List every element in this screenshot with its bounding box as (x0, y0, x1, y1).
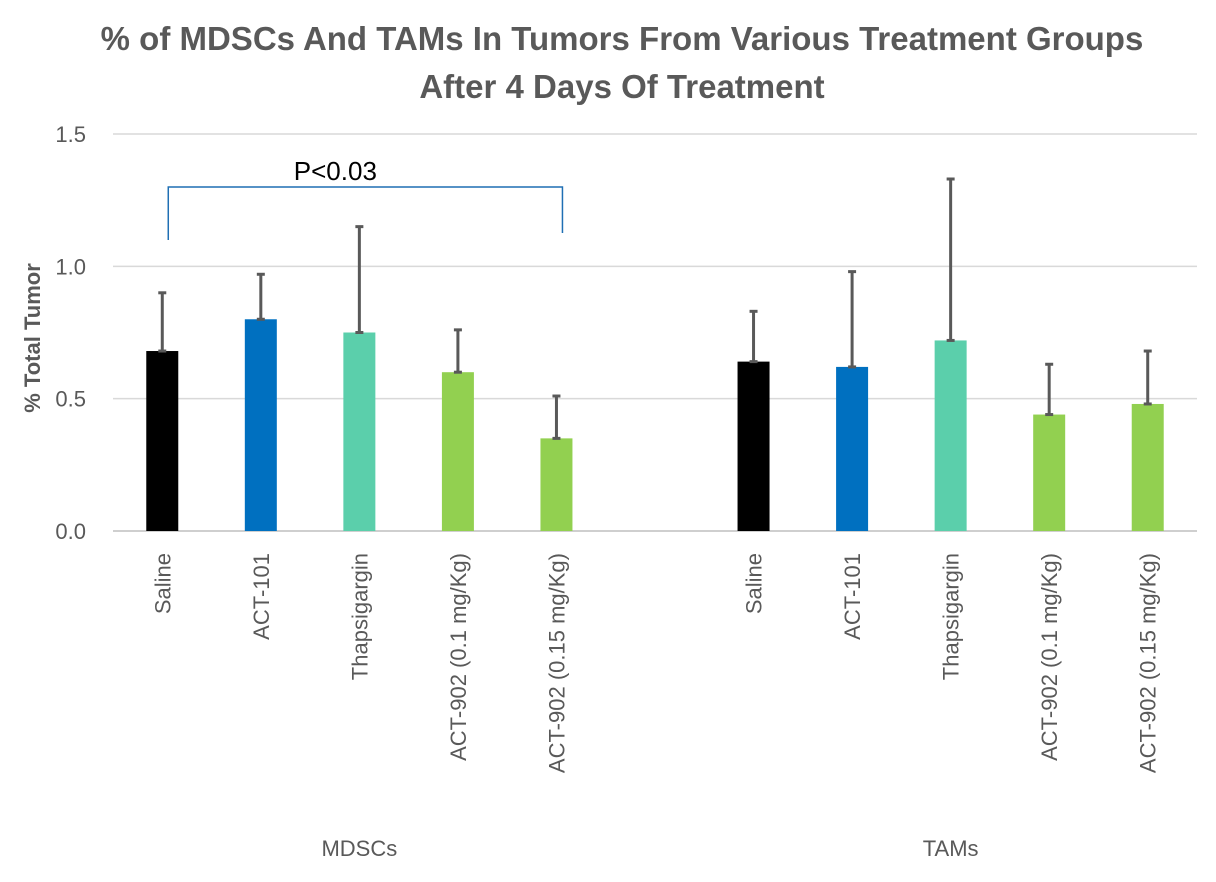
bars (146, 319, 1164, 531)
chart-title-line-1: % of MDSCs And TAMs In Tumors From Vario… (101, 20, 1144, 57)
y-axis-label: % Total Tumor (20, 263, 45, 413)
category-label: ACT-902 (0.15 mg/Kg) (544, 553, 569, 773)
error-bar (355, 225, 364, 334)
error-bar (1143, 349, 1152, 406)
category-label: ACT-902 (0.1 mg/Kg) (1037, 553, 1062, 761)
gridlines (113, 133, 1197, 532)
category-label: Saline (150, 553, 175, 614)
p-value-label: P<0.03 (294, 156, 377, 186)
category-label: ACT-101 (840, 553, 865, 640)
y-tick-label: 0.0 (55, 519, 86, 544)
category-label: ACT-902 (0.1 mg/Kg) (446, 553, 471, 761)
y-tick-label: 1.0 (55, 254, 86, 279)
category-label: Thapsigargin (939, 553, 964, 680)
bar-mdscs-3 (441, 372, 474, 531)
error-bar (749, 309, 758, 364)
error-bar (848, 270, 857, 369)
group-label-mdscs: MDSCs (321, 836, 397, 861)
error-bar (1045, 362, 1054, 417)
bar-mdscs-2 (343, 332, 376, 531)
category-label: ACT-101 (249, 553, 274, 640)
bar-mdscs-0 (146, 351, 179, 531)
bar-mdscs-1 (244, 319, 277, 531)
bar-mdscs-4 (540, 438, 573, 531)
y-tick-labels: 0.0 0.5 1.0 1.5 (55, 122, 86, 544)
y-tick-label: 0.5 (55, 387, 86, 412)
chart-title-line-2: After 4 Days Of Treatment (419, 68, 824, 105)
bracket-line (167, 186, 564, 240)
category-label: Saline (742, 553, 767, 614)
error-bar (946, 177, 955, 342)
bar-tams-2 (934, 340, 967, 531)
bar-tams-1 (836, 366, 869, 531)
y-tick-label: 1.5 (55, 122, 86, 147)
bar-tams-0 (737, 361, 770, 531)
category-label: Thapsigargin (347, 553, 372, 680)
error-bar (158, 291, 167, 353)
group-labels: MDSCs TAMs (321, 836, 978, 861)
significance-bracket: P<0.03 (167, 156, 564, 240)
bar-tams-3 (1033, 414, 1066, 531)
error-bar (256, 272, 265, 321)
error-bar (453, 328, 462, 374)
bar-tams-4 (1131, 403, 1164, 531)
category-labels: Saline ACT-101 Thapsigargin ACT-902 (0.1 mg… (150, 553, 1160, 773)
error-bars (158, 177, 1152, 440)
error-bar (552, 394, 561, 440)
group-label-tams: TAMs (923, 836, 979, 861)
category-label: ACT-902 (0.15 mg/Kg) (1136, 553, 1161, 773)
